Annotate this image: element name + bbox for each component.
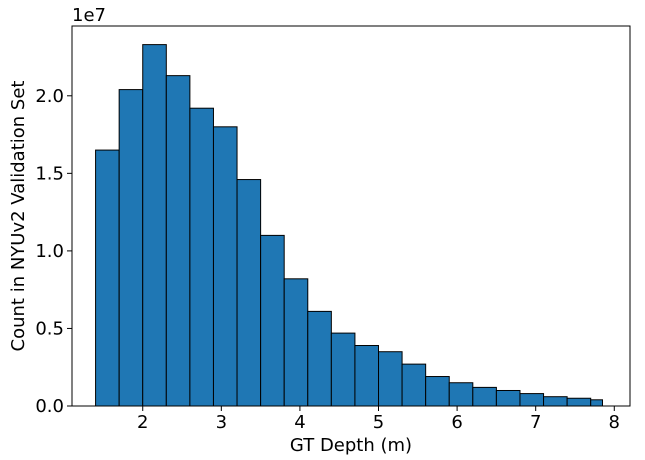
histogram-bar: [236, 179, 262, 407]
histogram-bar: [590, 399, 603, 407]
x-tick-label: 3: [216, 412, 227, 433]
x-tick-label: 5: [373, 412, 384, 433]
histogram-bar: [189, 107, 214, 407]
histogram-bar: [283, 278, 309, 407]
y-offset-label: 1e7: [72, 5, 106, 26]
y-axis-label: Count in NYUv2 Validation Set: [8, 81, 29, 352]
histogram-bar: [401, 363, 427, 407]
histogram-bar: [118, 89, 144, 407]
x-tick-label: 6: [451, 412, 462, 433]
histogram-bar: [543, 396, 568, 407]
x-tick-label: 7: [530, 412, 541, 433]
histogram-bar: [472, 386, 497, 407]
y-tick-label: 1.5: [35, 163, 64, 184]
histogram-bar: [495, 389, 521, 407]
y-axis-ticks: 0.0 0.5 1.0 1.5 2.0: [35, 86, 72, 417]
x-axis-ticks: 2 3 4 5 6 7 8: [137, 406, 620, 433]
y-tick-label: 1.0: [35, 241, 64, 262]
histogram-bar: [519, 393, 545, 407]
histogram-bar: [354, 345, 380, 407]
y-tick-label: 2.0: [35, 86, 64, 107]
histogram-bar: [95, 149, 120, 407]
histogram-bar: [425, 376, 450, 407]
x-axis-label: GT Depth (m): [290, 435, 412, 456]
histogram-bar: [448, 382, 474, 407]
y-tick-label: 0.0: [35, 396, 64, 417]
y-tick-label: 0.5: [35, 318, 64, 339]
histogram-bar: [307, 310, 332, 407]
histogram-bar: [330, 332, 356, 407]
histogram-bar: [378, 351, 403, 407]
histogram-bar: [260, 234, 285, 407]
histogram-bar: [566, 397, 592, 407]
x-tick-label: 8: [609, 412, 620, 433]
histogram-bar: [165, 75, 191, 407]
bars-group: [95, 44, 603, 407]
histogram-bar: [142, 44, 167, 407]
x-tick-label: 2: [137, 412, 148, 433]
x-tick-label: 4: [294, 412, 305, 433]
plot-frame: [71, 25, 631, 407]
histogram-bar: [212, 126, 238, 407]
